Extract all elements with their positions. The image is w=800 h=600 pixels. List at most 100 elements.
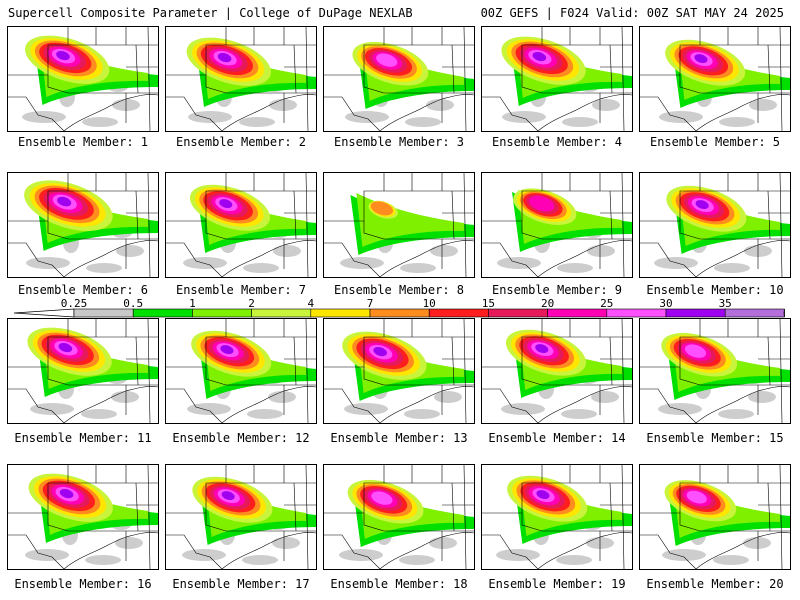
ensemble-member-caption: Ensemble Member: 13: [330, 431, 468, 445]
colorbar-tick-label: 7: [366, 297, 374, 310]
state-borders: [640, 27, 790, 131]
ensemble-member-map: [7, 318, 159, 424]
state-borders: [324, 465, 474, 569]
ensemble-map-image: [640, 173, 790, 277]
ensemble-map-image: [324, 465, 474, 569]
ensemble-map-image: [482, 319, 632, 423]
scp-swath: [350, 193, 474, 255]
scp-core: [664, 480, 737, 522]
ensemble-member-map: [323, 26, 475, 132]
ensemble-member-map: [481, 464, 633, 570]
state-borders: [324, 27, 474, 131]
colorbar-swatch: [310, 308, 371, 318]
ensemble-map-image: [324, 173, 474, 277]
state-borders: [640, 319, 790, 423]
ensemble-member-map: [7, 172, 159, 278]
state-borders: [640, 465, 790, 569]
colorbar-tick-label: 20: [540, 297, 555, 310]
ensemble-member-map: [481, 172, 633, 278]
colorbar-tick-label: 25: [600, 297, 614, 310]
ensemble-map-image: [8, 27, 158, 131]
ensemble-member-map: [639, 172, 791, 278]
ensemble-map-image: [166, 27, 316, 131]
colorbar-tick-label: 0.25: [60, 297, 88, 310]
scp-core: [342, 331, 427, 380]
ensemble-member-map: [165, 464, 317, 570]
scp-core: [27, 327, 112, 376]
colorbar-swatch: [488, 308, 548, 318]
colorbar-swatch: [132, 308, 193, 318]
state-borders: [166, 319, 316, 423]
ensemble-map-image: [8, 319, 158, 423]
scp-core: [507, 475, 588, 522]
ensemble-member-caption: Ensemble Member: 15: [646, 431, 784, 445]
scp-core: [25, 35, 110, 84]
scp-core: [666, 185, 747, 232]
state-borders: [8, 173, 158, 277]
ensemble-map-image: [166, 319, 316, 423]
ensemble-member-map: [323, 318, 475, 424]
colorbar-swatch: [724, 308, 785, 318]
ensemble-member-map: [481, 26, 633, 132]
state-borders: [482, 465, 632, 569]
ensemble-map-image: [640, 319, 790, 423]
colorbar-swatch: [251, 308, 312, 318]
scp-core: [189, 184, 271, 231]
state-borders: [8, 465, 158, 569]
ensemble-member-caption: Ensemble Member: 11: [14, 431, 152, 445]
scp-core: [513, 188, 577, 225]
scp-core: [24, 180, 113, 232]
colorbar-swatch: [192, 308, 252, 318]
colorbar-swatch: [665, 308, 726, 318]
ensemble-map-image: [8, 465, 158, 569]
ensemble-member-map: [165, 318, 317, 424]
ensemble-member-map: [481, 318, 633, 424]
ensemble-member-map: [323, 172, 475, 278]
scp-core: [368, 200, 398, 219]
ensemble-map-image: [482, 465, 632, 569]
ensemble-map-image: [482, 27, 632, 131]
ensemble-member-caption: Ensemble Member: 9: [491, 283, 623, 297]
ensemble-member-map: [165, 26, 317, 132]
state-borders: [640, 173, 790, 277]
state-borders: [166, 27, 316, 131]
ensemble-member-caption: Ensemble Member: 4: [491, 135, 623, 149]
colorbar-swatch: [547, 308, 608, 318]
ensemble-member-caption: Ensemble Member: 20: [646, 577, 784, 591]
state-borders: [166, 173, 316, 277]
ensemble-member-caption: Ensemble Member: 2: [175, 135, 307, 149]
ensemble-member-caption: Ensemble Member: 5: [649, 135, 781, 149]
ensemble-member-map: [639, 26, 791, 132]
ensemble-map-image: [640, 27, 790, 131]
colorbar-tick-label: 0.5: [123, 297, 144, 310]
colorbar-tick-label: 1: [189, 297, 196, 310]
ensemble-member-caption: Ensemble Member: 1: [17, 135, 149, 149]
scp-core: [347, 479, 424, 524]
ensemble-map-image: [324, 27, 474, 131]
colorbar-swatch: [606, 308, 667, 318]
colorbar-tick-label: 10: [422, 297, 436, 310]
ensemble-member-map: [7, 26, 159, 132]
ensemble-member-caption: Ensemble Member: 16: [14, 577, 152, 591]
ensemble-member-map: [639, 318, 791, 424]
state-borders: [166, 465, 316, 569]
ensemble-map-image: [8, 173, 158, 277]
scp-core: [186, 37, 271, 86]
state-borders: [8, 319, 158, 423]
ensemble-member-map: [7, 464, 159, 570]
colorbar-tick-label: 35: [718, 297, 732, 310]
scp-core: [28, 473, 113, 522]
state-borders: [482, 173, 632, 277]
ensemble-member-caption: Ensemble Member: 18: [330, 577, 468, 591]
ensemble-member-caption: Ensemble Member: 10: [646, 283, 784, 297]
ensemble-map-image: [640, 465, 790, 569]
state-borders: [8, 27, 158, 131]
ensemble-member-caption: Ensemble Member: 12: [172, 431, 310, 445]
ensemble-member-caption: Ensemble Member: 19: [488, 577, 626, 591]
ensemble-member-caption: Ensemble Member: 7: [175, 283, 307, 297]
ensemble-member-caption: Ensemble Member: 3: [333, 135, 465, 149]
ensemble-map-image: [166, 465, 316, 569]
state-borders: [482, 319, 632, 423]
colorbar-swatch: [73, 308, 134, 318]
ensemble-member-caption: Ensemble Member: 14: [488, 431, 626, 445]
